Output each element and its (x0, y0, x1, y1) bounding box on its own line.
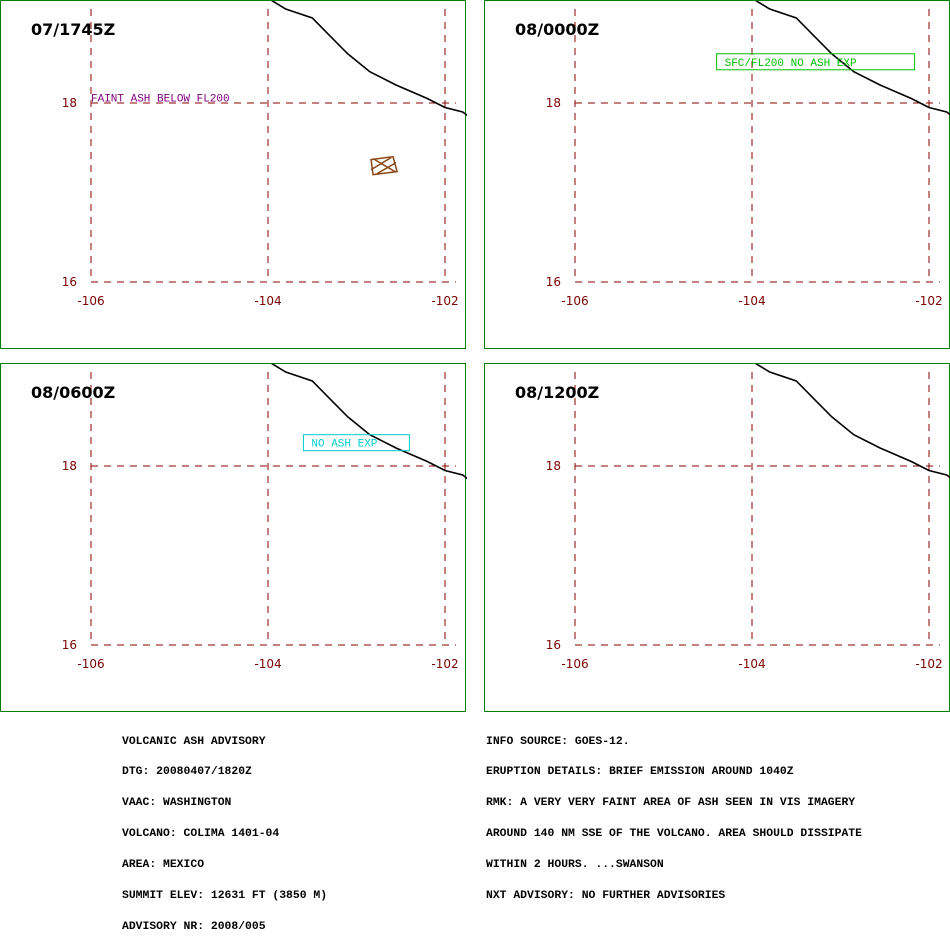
map-panel-4: -106-104-102-10022201816NO ASH EXP08/120… (484, 363, 950, 712)
longitude-tick-label: -106 (561, 294, 588, 308)
map-svg: -106-104-102-10022201816NO ASH EXP08/120… (485, 364, 950, 713)
advisory-line: AREA: MEXICO (122, 860, 327, 870)
longitude-tick-label: -104 (738, 294, 765, 308)
forecast-label: NO ASH EXP (311, 439, 377, 451)
longitude-tick-label: -104 (254, 294, 281, 308)
advisory-line: WITHIN 2 HOURS. ...SWANSON (486, 860, 862, 870)
advisory-line: VOLCANIC ASH ADVISORY (122, 737, 327, 747)
advisory-line: DTG: 20080407/1820Z (122, 767, 327, 777)
advisory-line: ERUPTION DETAILS: BRIEF EMISSION AROUND … (486, 767, 862, 777)
longitude-tick-label: -104 (254, 657, 281, 671)
longitude-tick-label: -102 (431, 294, 458, 308)
advisory-left-text: VOLCANIC ASH ADVISORY DTG: 20080407/1820… (122, 716, 327, 943)
coastline (602, 1, 950, 255)
advisory-line: INFO SOURCE: GOES-12. (486, 737, 862, 747)
coastline (118, 364, 468, 618)
longitude-tick-label: -106 (561, 657, 588, 671)
map-panel-1: -106-104-102-10022201816FAINT ASH BELOW … (0, 0, 466, 349)
advisory-line: NXT ADVISORY: NO FURTHER ADVISORIES (486, 891, 862, 901)
valid-time-stamp: 08/0600Z (31, 383, 115, 402)
latitude-tick-label: 18 (546, 459, 561, 473)
advisory-line: AROUND 140 NM SSE OF THE VOLCANO. AREA S… (486, 829, 862, 839)
advisory-line: RMK: A VERY VERY FAINT AREA OF ASH SEEN … (486, 798, 862, 808)
longitude-tick-label: -106 (77, 657, 104, 671)
latitude-tick-label: 18 (546, 96, 561, 110)
forecast-label: SFC/FL200 NO ASH EXP (725, 58, 857, 70)
map-panel-3: -106-104-102-10022201816NO ASH EXP08/060… (0, 363, 466, 712)
map-svg: -106-104-102-10022201816FAINT ASH BELOW … (1, 1, 467, 350)
longitude-tick-label: -102 (431, 657, 458, 671)
valid-time-stamp: 08/1200Z (515, 383, 599, 402)
advisory-line: SUMMIT ELEV: 12631 FT (3850 M) (122, 891, 327, 901)
longitude-tick-label: -102 (915, 294, 942, 308)
valid-time-stamp: 08/0000Z (515, 20, 599, 39)
advisory-line: VAAC: WASHINGTON (122, 798, 327, 808)
advisory-line: ADVISORY NR: 2008/005 (122, 922, 327, 932)
latitude-tick-label: 16 (62, 275, 77, 289)
advisory-line: VOLCANO: COLIMA 1401-04 (122, 829, 327, 839)
ash-area-hatch (371, 157, 397, 175)
latitude-tick-label: 16 (546, 275, 561, 289)
longitude-tick-label: -104 (738, 657, 765, 671)
valid-time-stamp: 07/1745Z (31, 20, 115, 39)
map-panel-2: -106-104-102-10022201816SFC/FL200 NO ASH… (484, 0, 950, 349)
latitude-tick-label: 18 (62, 96, 77, 110)
latitude-tick-label: 16 (62, 638, 77, 652)
latitude-tick-label: 16 (546, 638, 561, 652)
longitude-tick-label: -106 (77, 294, 104, 308)
coastline (118, 1, 468, 255)
map-svg: -106-104-102-10022201816SFC/FL200 NO ASH… (485, 1, 950, 350)
latitude-tick-label: 18 (62, 459, 77, 473)
forecast-label: FAINT ASH BELOW FL200 (91, 94, 230, 106)
advisory-right-text: INFO SOURCE: GOES-12. ERUPTION DETAILS: … (486, 716, 862, 912)
longitude-tick-label: -102 (915, 657, 942, 671)
coastline (602, 364, 950, 618)
map-svg: -106-104-102-10022201816NO ASH EXP08/060… (1, 364, 467, 713)
